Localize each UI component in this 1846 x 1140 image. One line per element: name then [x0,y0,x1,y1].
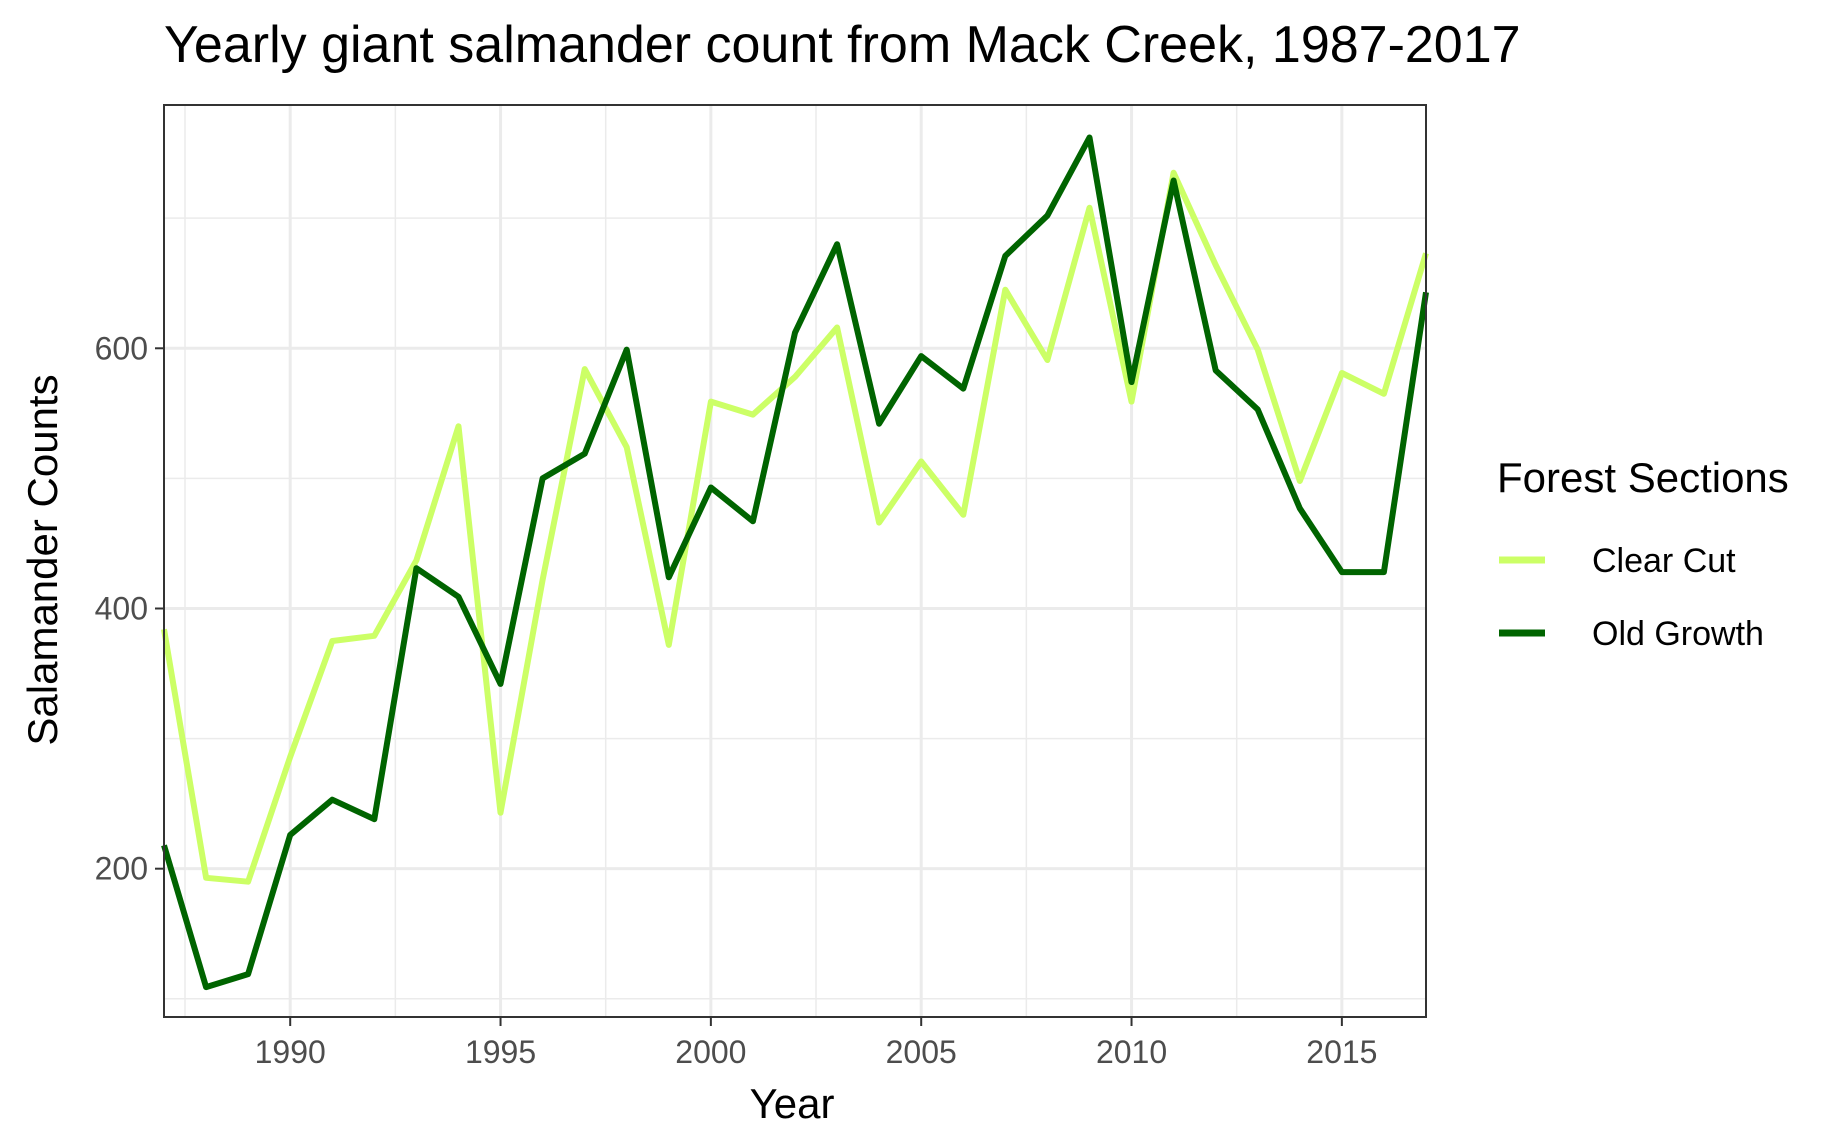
panel-border [163,104,1427,1018]
x-tick-label: 1995 [465,1034,536,1070]
y-tick-label: 600 [95,330,148,366]
x-tick-label: 2010 [1096,1034,1167,1070]
legend-title: Forest Sections [1497,454,1789,501]
series-lines [161,134,1429,991]
series-line-clear-cut [161,169,1429,885]
chart-title: Yearly giant salmander count from Mack C… [164,16,1521,74]
x-tick-label: 2000 [675,1034,746,1070]
y-axis: 200 400 600 [95,330,164,887]
x-tick-label: 1990 [255,1034,326,1070]
x-axis: 1990 1995 2000 2005 2010 2015 [255,1017,1377,1070]
y-tick-label: 200 [95,851,148,887]
series-line-old-growth [161,134,1429,991]
minor-gridlines [164,105,1426,1017]
legend-items: Clear Cut Old Growth [1499,542,1764,653]
x-tick-label: 2015 [1306,1034,1377,1070]
x-tick-label: 2005 [886,1034,957,1070]
legend-label-old-growth: Old Growth [1592,615,1764,653]
x-axis-title: Year [750,1080,835,1127]
y-tick-label: 400 [95,590,148,626]
legend: Forest Sections Clear Cut Old Growth [1497,454,1789,653]
legend-label-clear-cut: Clear Cut [1592,542,1736,580]
major-gridlines [164,105,1426,1017]
y-axis-title: Salamander Counts [19,374,66,745]
